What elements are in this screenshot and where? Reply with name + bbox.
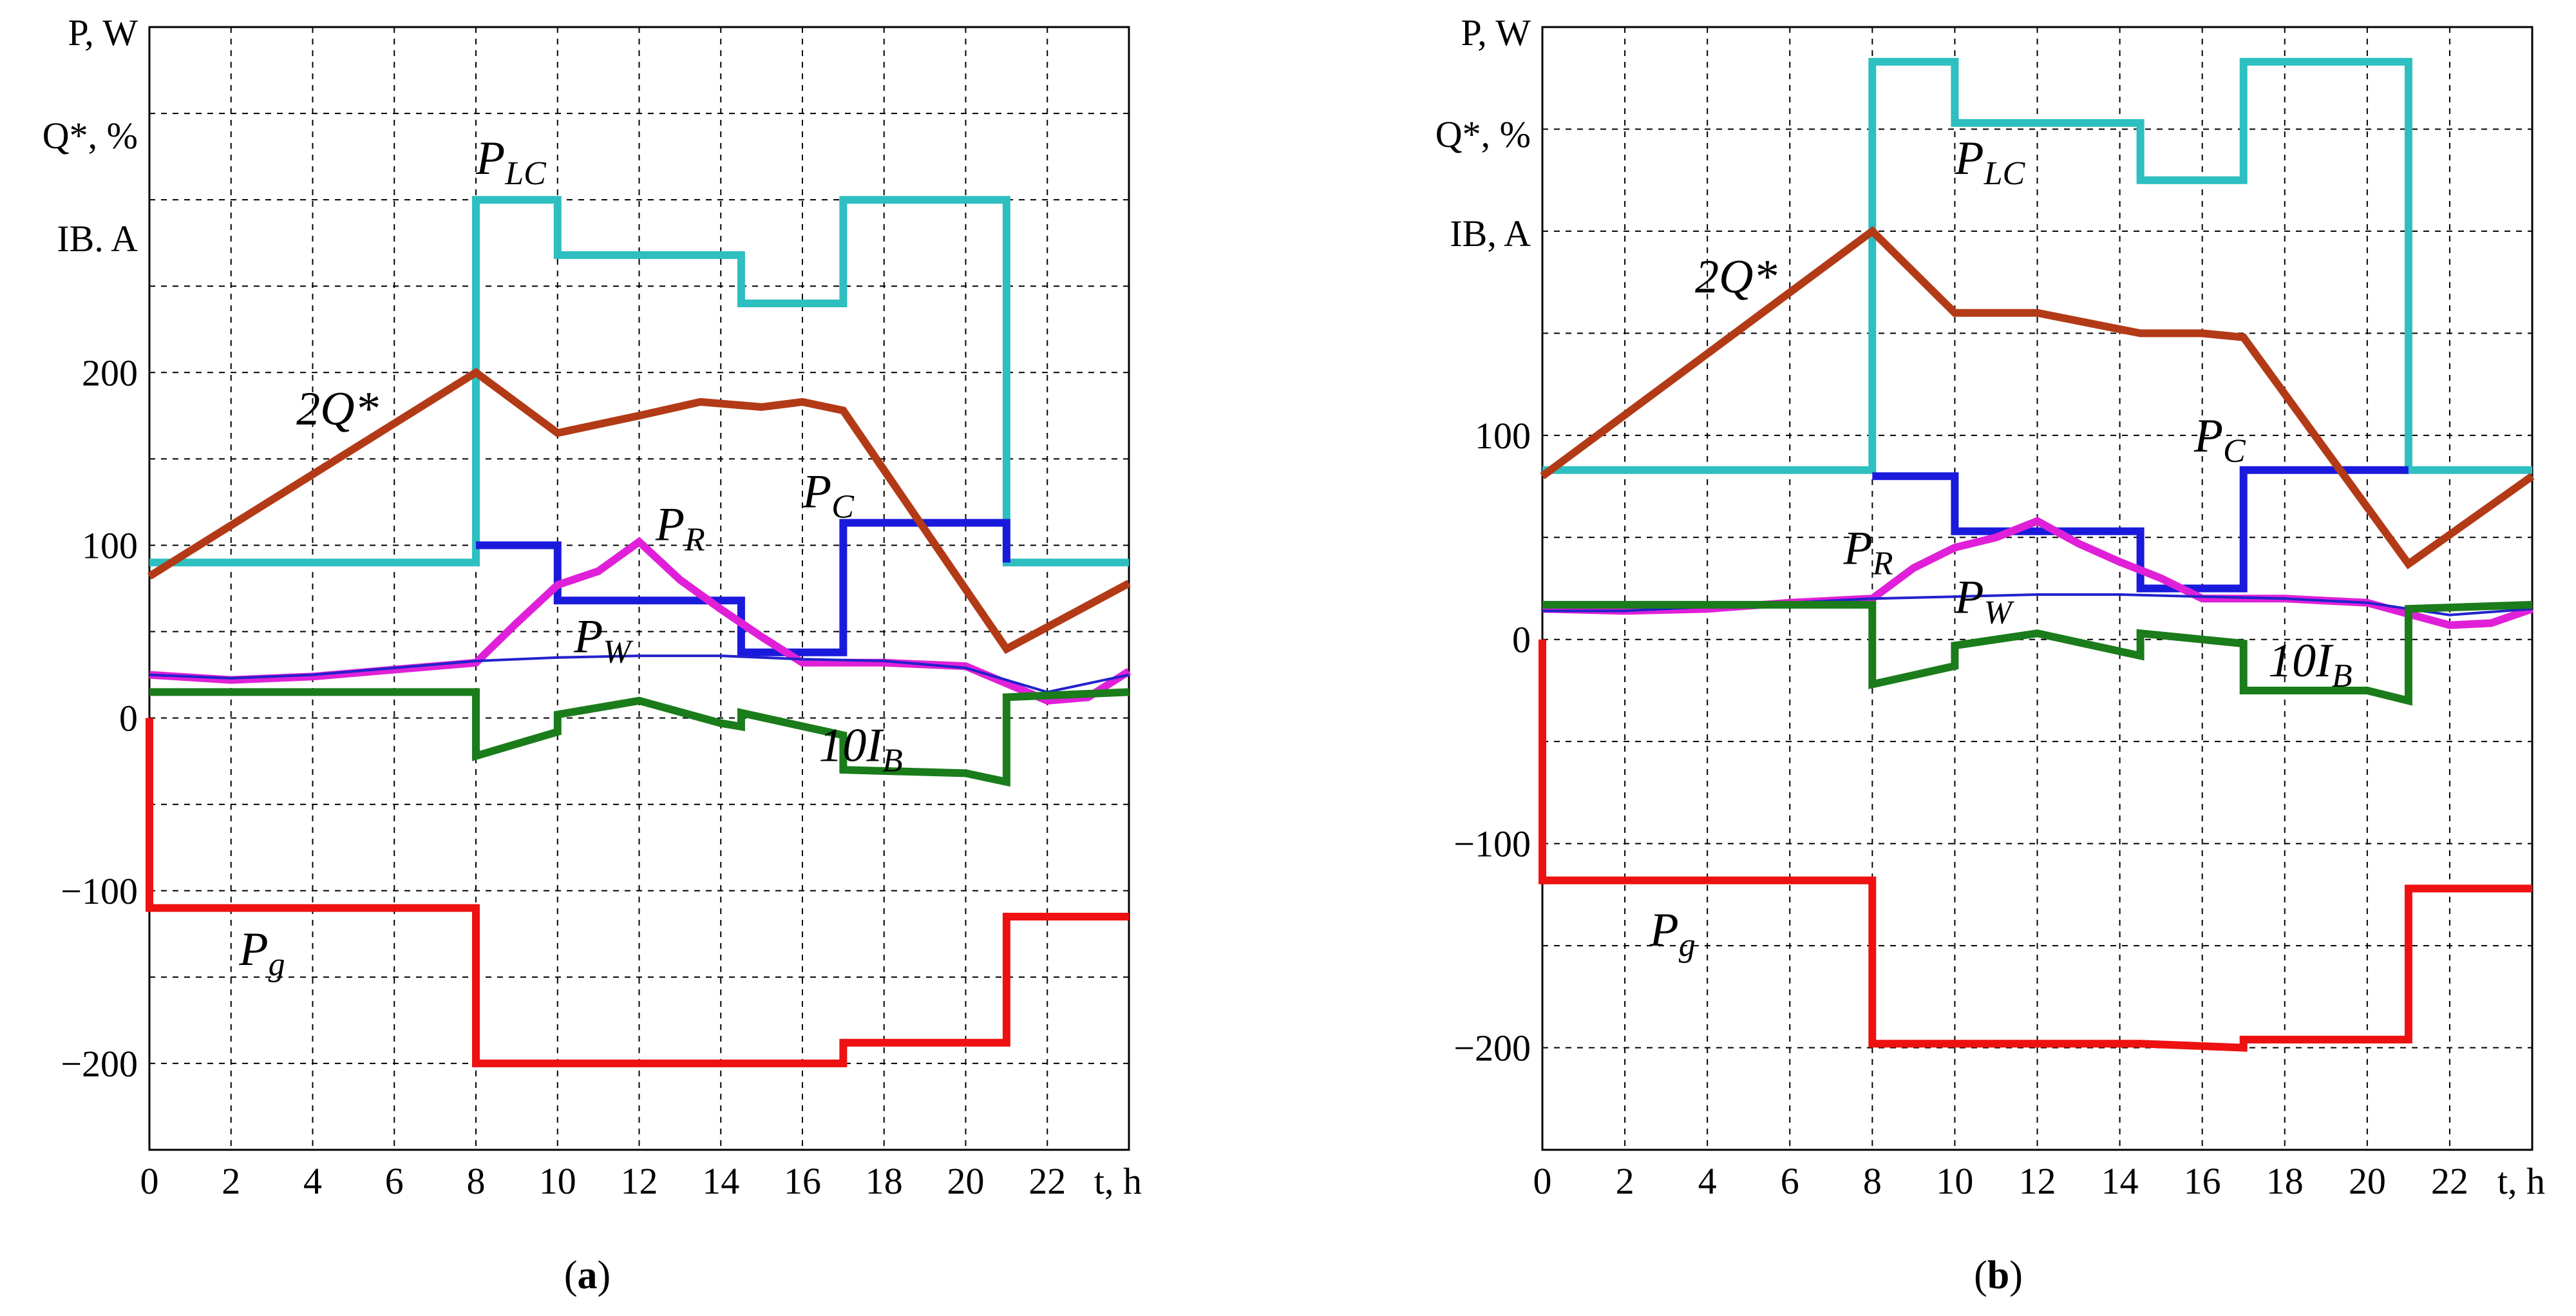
x-axis-label: t, h (1094, 1160, 1142, 1202)
x-tick-label: 0 (1533, 1160, 1552, 1202)
x-tick-label: 20 (947, 1160, 985, 1202)
grid (149, 27, 1129, 1150)
series-line-p-lc (1542, 57, 2532, 474)
chart-panel-b: −200 −100 0 100 0 2 4 6 8 10 12 14 16 18 20 22 t, h P, W Q… (1435, 12, 2545, 1297)
curve-label: 2Q* (296, 383, 378, 435)
series-line-p-w (149, 654, 1130, 694)
x-tick-label: 16 (2184, 1160, 2221, 1202)
curve-label: PR (655, 498, 705, 558)
series-line-10i-b (1542, 600, 2533, 706)
series-line-p-c (1872, 466, 2409, 593)
x-tick-label: 8 (1863, 1160, 1882, 1202)
y-axis-label: Q*, % (43, 115, 138, 157)
x-tick-label: 16 (784, 1160, 821, 1202)
y-tick-label: −200 (1454, 1027, 1531, 1069)
y-axis-label: IB, A (1450, 213, 1531, 254)
curve-label: 10IB (819, 720, 902, 779)
curve-label: PW (1954, 571, 2014, 631)
curve-label: PC (2193, 410, 2246, 470)
x-tick-label: 8 (467, 1160, 486, 1202)
x-tick-label: 2 (222, 1160, 240, 1202)
x-tick-label: 22 (1028, 1160, 1066, 1202)
series-line-p-lc (149, 196, 1129, 567)
curve-label: PR (1843, 522, 1893, 582)
x-tick-label: 14 (702, 1160, 739, 1202)
y-tick-label: −200 (61, 1043, 138, 1085)
y-tick-label: 100 (1475, 415, 1531, 457)
x-tick-label: 6 (385, 1160, 404, 1202)
y-axis-label: P, W (1461, 12, 1531, 53)
y-tick-label: 100 (82, 524, 138, 566)
y-tick-label: 200 (82, 352, 138, 394)
x-tick-label: 12 (2019, 1160, 2056, 1202)
grid (1542, 27, 2532, 1150)
chart-panel-a: −200 −100 0 100 200 0 2 4 6 8 10 12 14 16 18 20 22 t, h P,… (43, 12, 1142, 1297)
series-line-p-c (476, 519, 1010, 656)
y-tick-label: 0 (1512, 619, 1531, 661)
x-tick-label: 22 (2431, 1160, 2468, 1202)
x-tick-label: 6 (1781, 1160, 1799, 1202)
x-axis-label: t, h (2497, 1160, 2545, 1202)
y-axis-label: Q*, % (1435, 113, 1531, 155)
panel-caption: (b) (1974, 1254, 2023, 1297)
y-axis-label: P, W (68, 12, 138, 53)
x-tick-label: 4 (1698, 1160, 1717, 1202)
x-tick-label: 10 (539, 1160, 576, 1202)
series-line-2q- (1540, 226, 2535, 569)
panel-caption: (a) (564, 1254, 611, 1297)
x-tick-label: 0 (140, 1160, 159, 1202)
curve-label: PLC (1954, 132, 2025, 192)
y-tick-label: 0 (119, 698, 138, 739)
curve-label: 2Q* (1695, 251, 1777, 303)
curve-label: PLC (475, 132, 547, 192)
curve-label: Pg (1649, 904, 1696, 964)
y-tick-label: −100 (61, 870, 138, 912)
curve-label: Pg (238, 923, 285, 983)
series-line-10i-b (149, 688, 1130, 787)
series-line-p-g (146, 718, 1129, 1067)
curve-label: PW (573, 611, 634, 671)
curve-label: 10IB (2268, 634, 2352, 694)
x-tick-label: 4 (303, 1160, 322, 1202)
plot-frame (1541, 26, 2533, 1151)
y-axis-label: IB. A (57, 218, 138, 260)
x-tick-label: 12 (621, 1160, 658, 1202)
curve-label: PC (802, 465, 855, 525)
x-tick-label: 14 (2101, 1160, 2139, 1202)
plot-frame (148, 26, 1130, 1151)
x-tick-label: 18 (2266, 1160, 2304, 1202)
series-line-2q- (147, 368, 1131, 654)
x-tick-label: 10 (1936, 1160, 1973, 1202)
x-tick-label: 2 (1616, 1160, 1634, 1202)
x-tick-label: 18 (866, 1160, 903, 1202)
y-tick-label: −100 (1454, 823, 1531, 865)
series-line-p-g (1539, 639, 2532, 1052)
x-tick-label: 20 (2349, 1160, 2386, 1202)
